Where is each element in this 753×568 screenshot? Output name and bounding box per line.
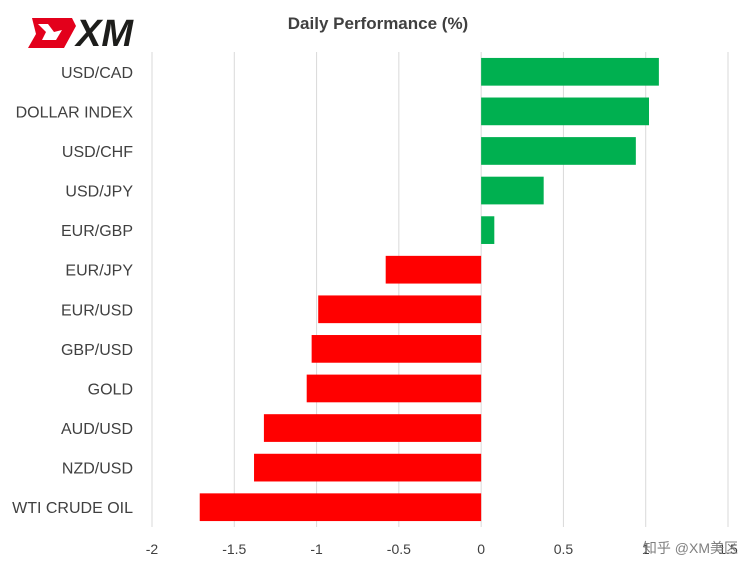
bar: [481, 176, 544, 205]
category-label: DOLLAR INDEX: [16, 104, 134, 121]
x-tick-label: -1: [310, 541, 323, 557]
category-label: EUR/GBP: [61, 223, 133, 240]
bar: [385, 255, 482, 284]
xm-logo: XM: [18, 10, 158, 52]
category-label: EUR/JPY: [65, 263, 133, 280]
category-label: USD/CAD: [61, 65, 133, 82]
category-label: GBP/USD: [61, 342, 133, 359]
bar: [199, 493, 482, 522]
logo-text: XM: [74, 13, 134, 52]
bar: [306, 374, 482, 403]
x-tick-label: 1: [642, 541, 650, 557]
x-tick-label: 0.5: [554, 541, 574, 557]
xm-logo-mark: XM: [28, 13, 134, 52]
bar: [481, 216, 495, 244]
x-tick-labels: -2 -1.5 -1 -0.5 0 0.5 1 1.5: [146, 541, 738, 557]
category-label: AUD/USD: [61, 421, 133, 438]
category-label: GOLD: [88, 381, 133, 398]
x-tick-label: 1.5: [718, 541, 738, 557]
bars: [199, 57, 659, 522]
watermark-text: 知乎 @XM美区: [643, 540, 738, 556]
category-label: NZD/USD: [62, 461, 133, 478]
bar: [481, 57, 659, 86]
logo-bull-highlight: [38, 24, 62, 40]
category-label: EUR/USD: [61, 302, 133, 319]
x-tick-label: -2: [146, 541, 159, 557]
category-label: WTI CRUDE OIL: [12, 500, 133, 517]
bar: [318, 295, 482, 324]
grid-lines: [151, 52, 729, 527]
x-tick-label: 0: [477, 541, 485, 557]
x-tick-label: -1.5: [222, 541, 246, 557]
category-label: USD/CHF: [62, 144, 133, 161]
category-label: USD/JPY: [65, 184, 133, 201]
bar: [254, 453, 482, 482]
x-tick-label: -0.5: [387, 541, 411, 557]
bar: [481, 97, 650, 126]
bar: [263, 414, 482, 442]
bar: [481, 137, 636, 165]
bar: [311, 335, 482, 363]
chart-title: Daily Performance (%): [288, 14, 468, 33]
category-labels: USD/CAD DOLLAR INDEX USD/CHF USD/JPY EUR/GBP…: [12, 65, 133, 517]
